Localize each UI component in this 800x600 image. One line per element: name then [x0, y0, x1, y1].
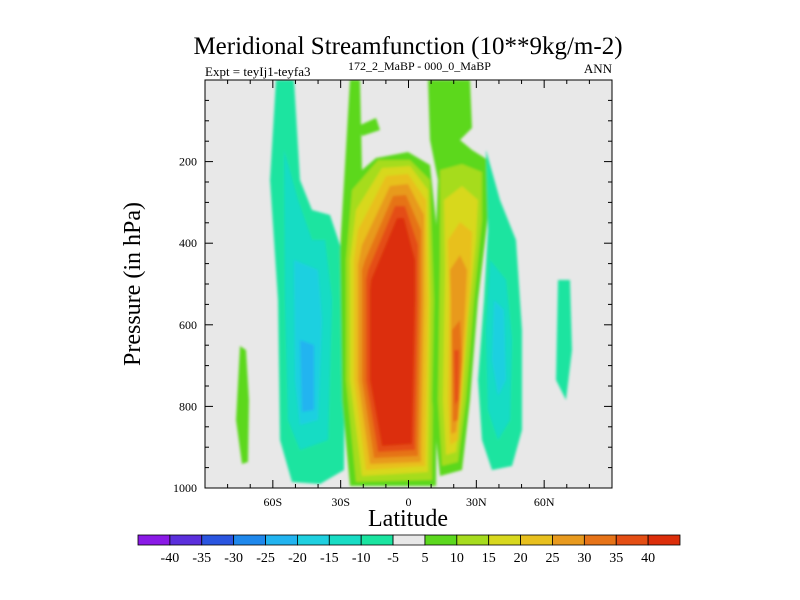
y-axis-label: Pressure (in hPa)	[120, 202, 146, 366]
colorbar-label: -40	[161, 551, 180, 566]
x-tick-label: 60S	[263, 495, 282, 509]
colorbar-swatch	[265, 534, 298, 546]
colorbar-swatch	[233, 534, 266, 546]
colorbar-label: -5	[387, 551, 399, 566]
colorbar-swatch	[424, 534, 458, 546]
colorbar-label: 35	[609, 551, 623, 566]
colorbar-swatch	[169, 534, 203, 546]
plot-area	[204, 79, 613, 489]
southern-ferrel-cell	[270, 80, 345, 484]
y-tick-label: 1000	[173, 481, 197, 495]
colorbar-swatch	[137, 534, 171, 546]
colorbar-swatch	[392, 534, 426, 546]
colorbar-swatch	[615, 534, 649, 546]
colorbar-label: -25	[256, 551, 275, 566]
southern-polar-feature	[236, 346, 249, 464]
colorbar-label: -15	[320, 551, 339, 566]
colorbar-label: 30	[577, 551, 591, 566]
colorbar-swatch	[201, 534, 235, 546]
southern-hadley-cell	[340, 80, 438, 486]
colorbar-label: 5	[421, 551, 428, 566]
colorbar-label: -20	[288, 551, 307, 566]
y-tick-label: 800	[179, 399, 197, 413]
colorbar-swatch	[328, 534, 362, 546]
x-tick-label: 30N	[466, 495, 487, 509]
colorbar-swatch	[488, 534, 521, 546]
colorbar-swatch	[456, 534, 490, 546]
colorbar: -40 -35 -30 -25 -20 -15 -10 -5 5 10 15 20 25 30 35 40	[137, 534, 681, 566]
y-tick-label: 400	[179, 236, 197, 250]
colorbar-swatch	[360, 534, 394, 546]
y-tick-label: 200	[179, 155, 197, 169]
northern-ferrel-cell	[478, 150, 572, 470]
y-axis: 200 400 600 800 1000	[173, 99, 612, 495]
experiment-label: Expt = teyIj1-teyfa3	[205, 64, 311, 79]
colorbar-swatch	[297, 534, 330, 546]
x-axis-label: Latitude	[368, 506, 448, 532]
x-tick-label: 60N	[534, 495, 555, 509]
colorbar-label: -10	[352, 551, 371, 566]
x-axis: 60S 30S 0 30N 60N	[227, 80, 590, 509]
colorbar-label: 25	[545, 551, 559, 566]
colorbar-swatch	[647, 534, 681, 546]
y-tick-label: 600	[179, 318, 197, 332]
colorbar-label: -35	[192, 551, 211, 566]
chart-title: Meridional Streamfunction (10**9kg/m-2)	[193, 33, 622, 60]
x-tick-label: 0	[406, 495, 412, 509]
colorbar-label: 10	[450, 551, 464, 566]
colorbar-label: 20	[514, 551, 528, 566]
colorbar-label: 15	[482, 551, 496, 566]
x-tick-label: 30S	[331, 495, 350, 509]
upper-level-feature	[358, 118, 380, 136]
season-label: ANN	[584, 61, 613, 76]
colorbar-label: 40	[641, 551, 655, 566]
period-label: 172_2_MaBP - 000_0_MaBP	[348, 59, 491, 73]
northern-cell	[428, 80, 490, 476]
colorbar-swatch	[520, 534, 553, 546]
colorbar-swatch	[583, 534, 617, 546]
colorbar-swatch	[552, 534, 585, 546]
colorbar-label: -30	[224, 551, 243, 566]
